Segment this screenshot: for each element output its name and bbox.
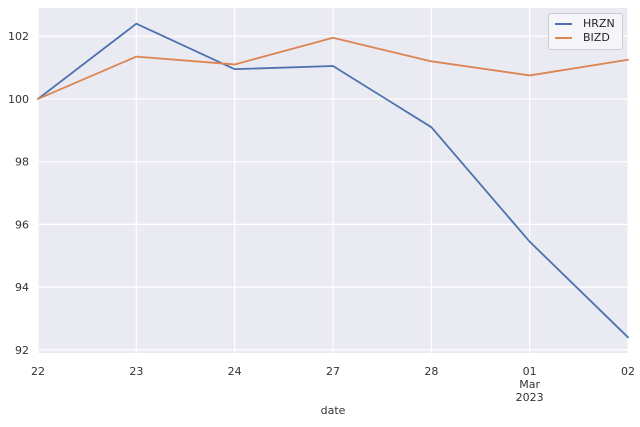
x-tick-label: 02 [621, 365, 635, 378]
x-tick-label: 27 [326, 365, 340, 378]
y-tick-label: 96 [15, 218, 29, 231]
legend-item-hrzn: HRZN [555, 17, 615, 31]
x-tick-label: 24 [228, 365, 242, 378]
bizd-line-swatch [555, 37, 572, 39]
legend-label-hrzn: HRZN [583, 17, 615, 30]
y-tick-label: 102 [8, 30, 29, 43]
x-tick-label: 01 [523, 365, 537, 378]
y-tick-label: 92 [15, 344, 29, 357]
y-tick-label: 94 [15, 281, 29, 294]
legend: HRZN BIZD [548, 13, 623, 50]
x-tick-label: 23 [129, 365, 143, 378]
legend-label-bizd: BIZD [583, 31, 610, 44]
x-axis-title: date [320, 404, 346, 417]
x-tick-label: 28 [424, 365, 438, 378]
hrzn-line [37, 22, 629, 339]
y-tick-label: 100 [8, 93, 29, 106]
legend-item-bizd: BIZD [555, 31, 615, 45]
x-tick-label: Mar [519, 378, 540, 391]
bizd-line [37, 36, 629, 100]
x-tick-label: 2023 [516, 391, 544, 404]
y-tick-label: 98 [15, 156, 29, 169]
x-tick-label: 22 [31, 365, 45, 378]
hrzn-line-swatch [555, 23, 572, 25]
